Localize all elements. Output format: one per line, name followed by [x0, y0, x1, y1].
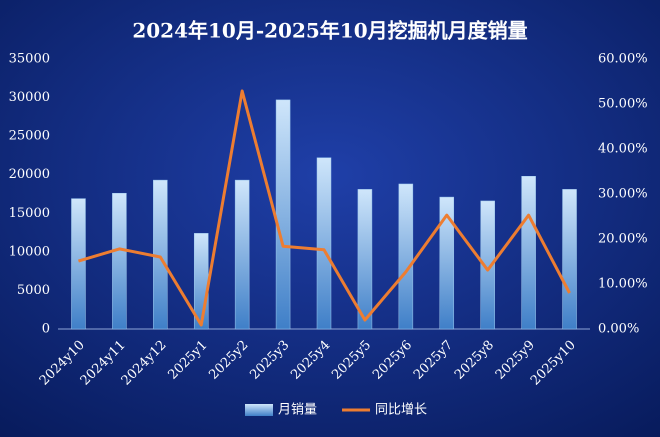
- y2-tick-label: 30.00%: [598, 187, 648, 202]
- y-tick-label: 30000: [9, 90, 50, 105]
- bar: [357, 189, 373, 330]
- bar: [275, 99, 291, 330]
- y-tick-label: 25000: [9, 129, 50, 144]
- y-tick-label: 20000: [9, 167, 50, 182]
- line: [78, 89, 571, 327]
- bar: [234, 179, 250, 330]
- legend-label: 月销量: [278, 403, 317, 418]
- bar: [439, 196, 455, 330]
- chart-title: 2024年10月-2025年10月挖掘机月度销量: [132, 19, 527, 43]
- bar: [71, 198, 86, 330]
- legend-label: 同比增长: [375, 403, 427, 418]
- y2-tick-label: 0.00%: [598, 322, 639, 337]
- y2-tick-label: 10.00%: [598, 277, 648, 292]
- y-tick-label: 35000: [9, 52, 50, 67]
- y-tick-label: 10000: [9, 244, 50, 259]
- bar: [316, 157, 332, 330]
- y2-tick-label: 40.00%: [598, 142, 648, 157]
- y2-tick-label: 50.00%: [598, 97, 648, 112]
- bar: [562, 189, 577, 330]
- bar: [521, 176, 536, 330]
- y-tick-label: 5000: [17, 283, 50, 298]
- y-tick-label: 15000: [9, 206, 50, 221]
- y2-tick-label: 60.00%: [598, 52, 648, 67]
- bar: [480, 200, 495, 330]
- bar: [112, 192, 127, 330]
- bar: [398, 183, 414, 330]
- y-tick-label: 0: [42, 322, 50, 337]
- y2-tick-label: 20.00%: [598, 232, 648, 247]
- legend-swatch: [245, 404, 273, 416]
